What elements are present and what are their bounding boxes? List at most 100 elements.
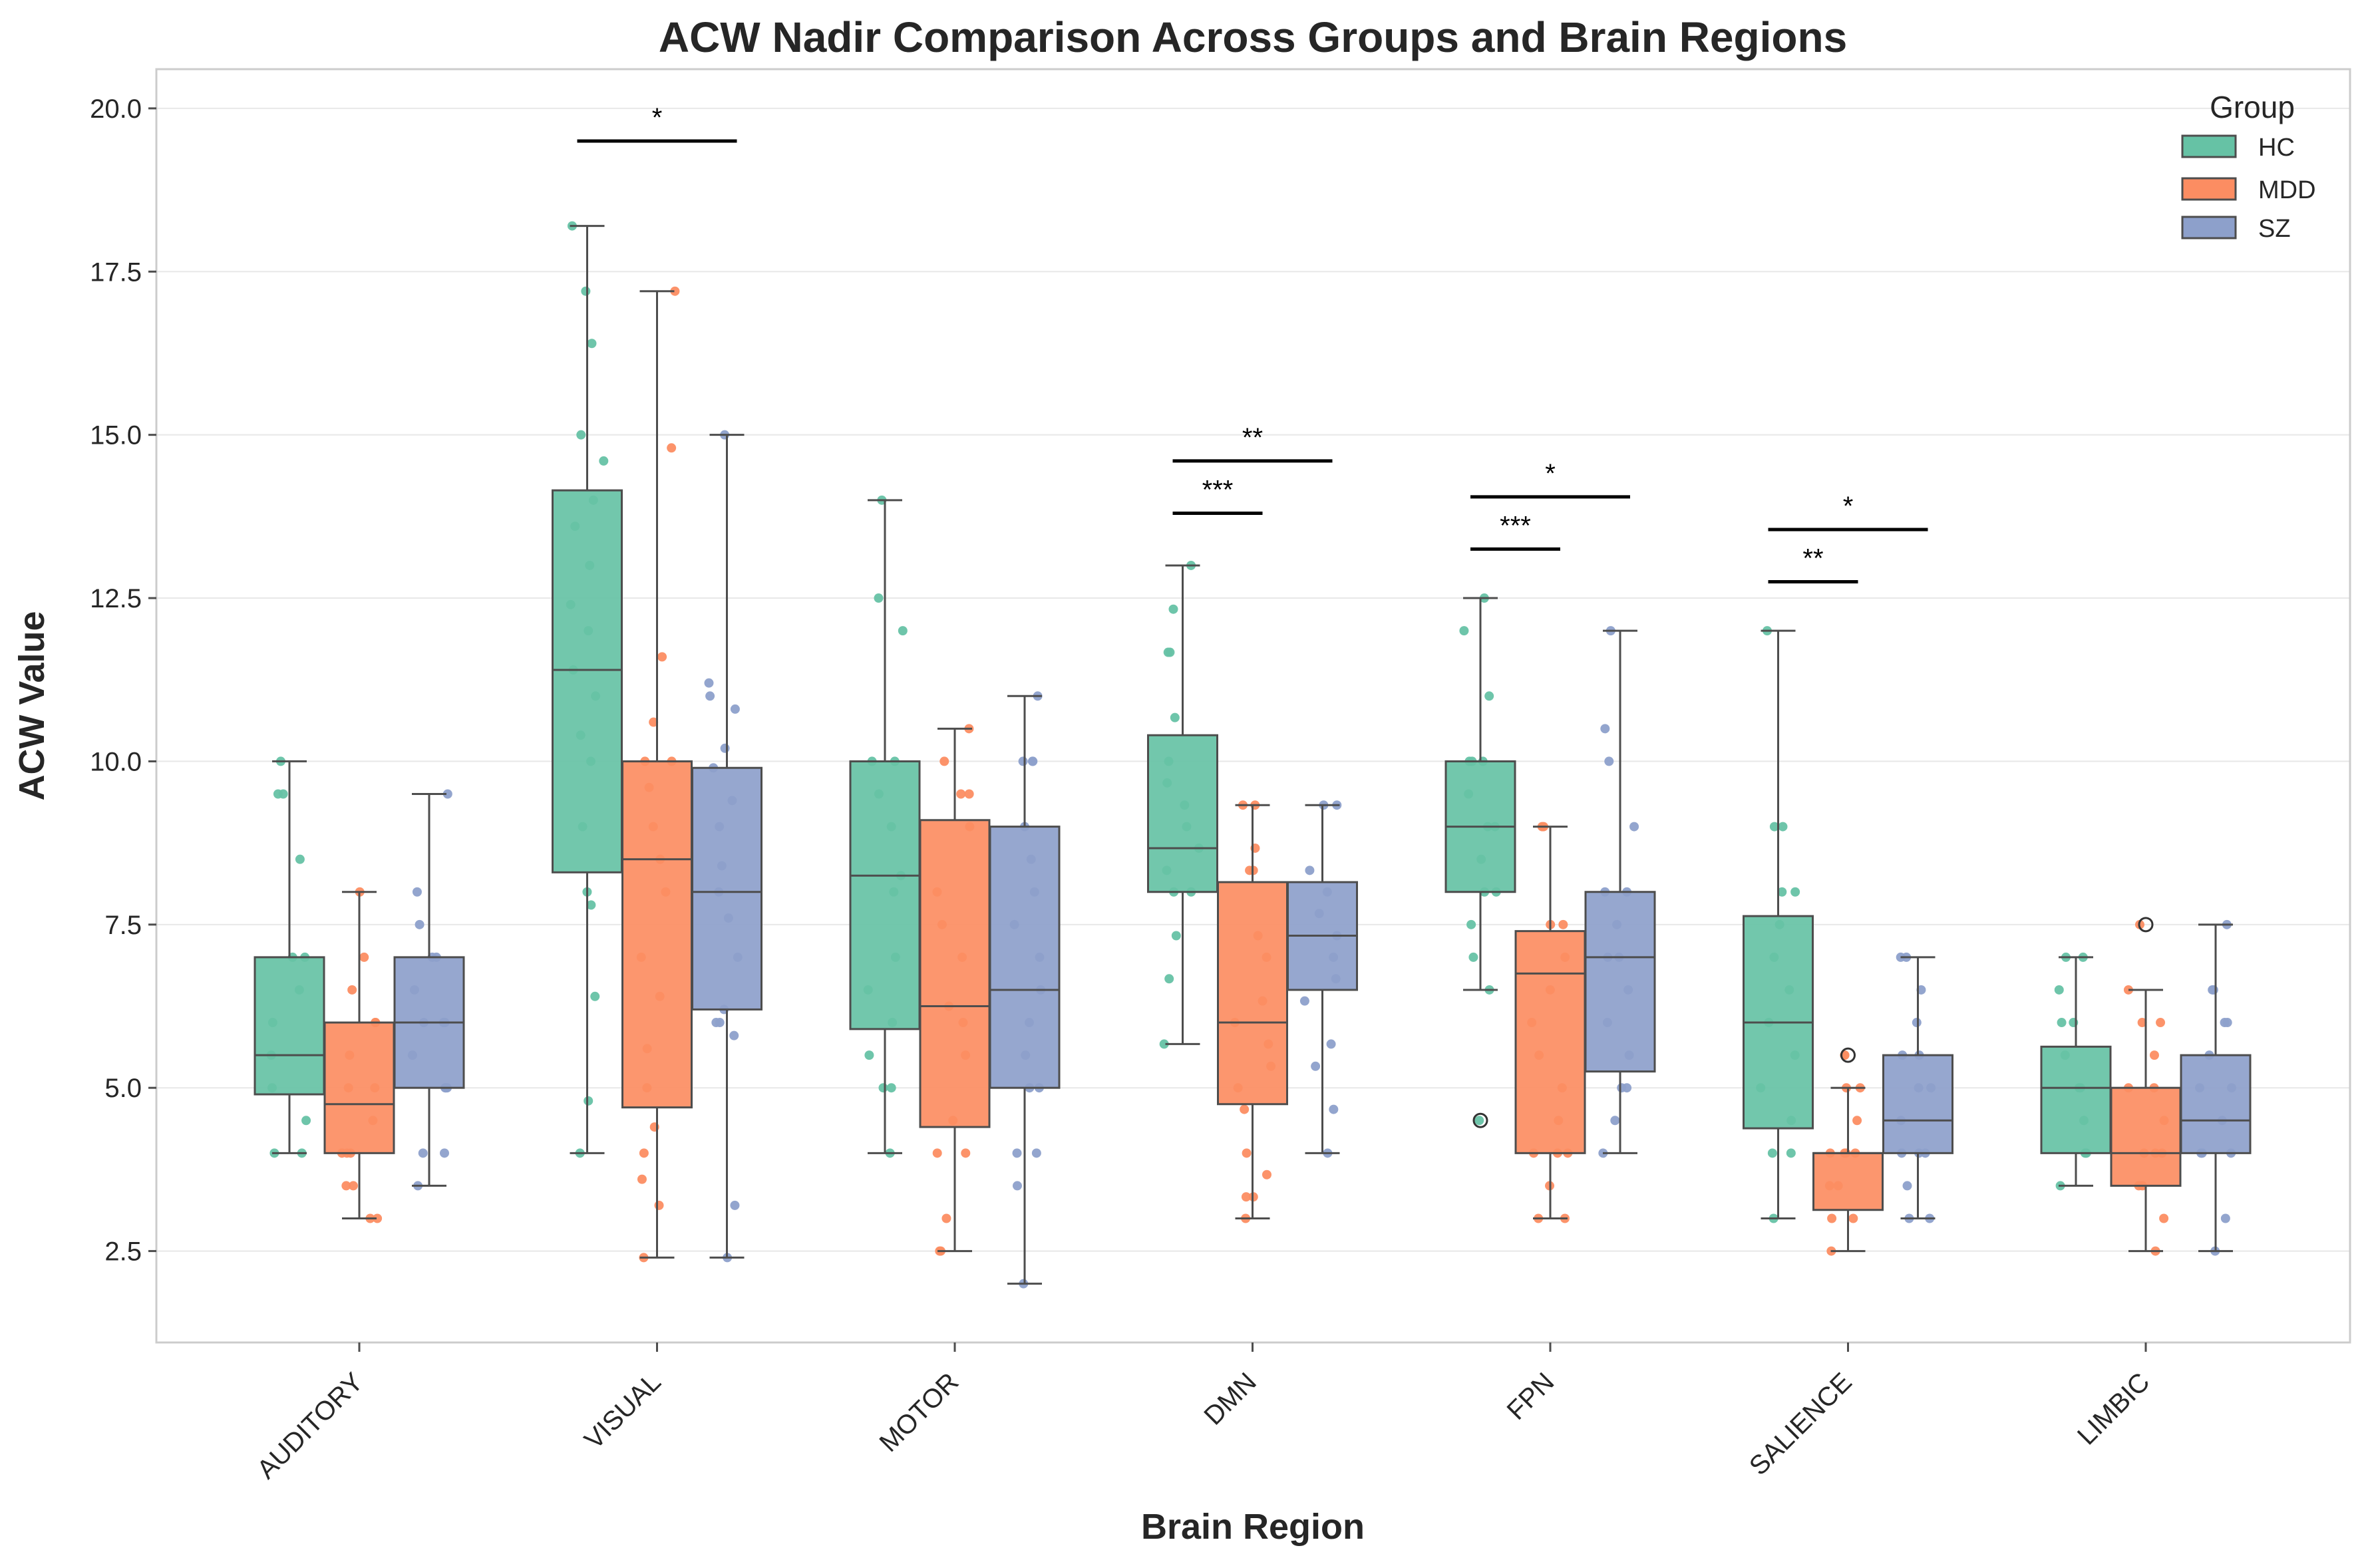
point-visual-sz [704,678,714,688]
point-auditory-hc [295,854,305,864]
box-body [849,760,921,1030]
box-fpn-sz [1584,629,1656,1154]
point-motor-sz [1012,1181,1022,1191]
y-tick-label: 15.0 [90,421,142,450]
point-motor-hc [864,1050,874,1060]
point-motor-sz [1028,756,1038,766]
point-auditory-mdd [359,952,369,962]
point-motor-mdd [939,756,949,766]
box-motor-sz [989,695,1061,1285]
point-visual-mdd [667,443,677,453]
point-visual-sz [720,743,730,753]
legend-swatch-hc [2181,134,2237,158]
box-auditory-sz [393,793,465,1187]
sig-label: *** [1202,475,1234,504]
box-salience-hc [1743,629,1814,1220]
point-motor-hc [878,1083,888,1093]
y-tick-label: 7.5 [104,911,142,940]
y-tick-label: 10.0 [90,747,142,776]
point-fpn-sz [1622,1083,1632,1093]
point-visual-sz [730,1200,740,1210]
box-fpn-hc [1444,597,1516,1128]
x-axis-label: Brain Region [1141,1507,1365,1547]
box-visual-mdd [621,290,693,1259]
point-visual-sz [705,691,715,701]
point-visual-hc [587,339,597,349]
point-dmn-hc [1163,647,1173,657]
box-body [2110,1086,2182,1187]
box-body [919,819,991,1128]
box-body [1514,930,1586,1154]
point-salience-hc [1786,1148,1796,1158]
point-auditory-mdd [341,1181,351,1191]
point-fpn-hc [1459,626,1469,636]
point-dmn-hc [1159,1039,1169,1049]
box-limbic-sz [2180,923,2252,1253]
point-limbic-hc [2057,1018,2067,1028]
point-auditory-sz [412,887,422,897]
point-fpn-sz [1629,822,1639,832]
legend-label-hc: HC [2258,134,2295,162]
sig-label: ** [1242,423,1263,452]
legend: Group HC MDD SZ [2181,90,2316,243]
box-body [323,1021,395,1154]
box-auditory-hc [254,760,325,1154]
point-motor-sz [1031,1148,1041,1158]
point-auditory-sz [415,919,424,929]
sig-label: *** [1500,511,1531,540]
point-visual-mdd [670,286,680,296]
point-auditory-sz [418,1148,428,1158]
point-dmn-hc [1171,931,1181,941]
point-motor-sz [1012,1148,1022,1158]
sig-dmn-hc-mdd: *** [1172,475,1263,515]
y-tick-label: 17.5 [90,257,142,287]
point-limbic-mdd [2156,1018,2166,1028]
point-visual-sz [730,704,740,714]
point-salience-mdd [1852,1116,1862,1126]
point-dmn-sz [1329,1104,1339,1114]
sig-label: * [1545,459,1556,488]
sig-salience-hc-mdd: ** [1768,544,1858,584]
point-auditory-hc [273,789,283,799]
box-body [552,489,623,873]
point-dmn-sz [1299,996,1309,1006]
point-motor-mdd [961,1148,971,1158]
point-fpn-sz [1604,756,1614,766]
legend-title: Group [2210,90,2295,124]
point-dmn-mdd [1241,1192,1251,1202]
chart-title: ACW Nadir Comparison Across Groups and B… [659,13,1847,61]
significance-annotations: ************* [577,103,1928,584]
point-visual-sz [715,1018,725,1028]
point-auditory-hc [301,1116,311,1126]
point-visual-mdd [649,717,659,727]
point-visual-mdd [639,1148,649,1158]
point-salience-hc [1767,1148,1777,1158]
box-body [2040,1045,2112,1154]
box-motor-mdd [919,727,991,1253]
sig-label: ** [1802,544,1823,573]
point-motor-mdd [956,789,966,799]
box-plots [254,225,2252,1285]
point-visual-sz [729,1030,739,1040]
box-body [989,826,1061,1089]
box-body [1812,1152,1884,1211]
point-auditory-mdd [348,1181,358,1191]
y-tick-label: 12.5 [90,584,142,613]
sig-salience-hc-sz: * [1768,492,1928,532]
point-visual-hc [590,991,600,1001]
point-salience-hc [1777,887,1787,897]
legend-label-mdd: MDD [2258,176,2316,204]
box-dmn-hc [1147,564,1218,1045]
point-visual-mdd [637,1174,647,1184]
sig-label: * [652,103,663,132]
point-dmn-mdd [1240,1104,1250,1114]
point-salience-hc [1778,822,1788,832]
point-fpn-hc [1474,1116,1484,1126]
box-salience-mdd [1812,1047,1884,1253]
box-auditory-mdd [323,891,395,1220]
box-dmn-sz [1287,804,1358,1154]
point-dmn-sz [1311,1061,1321,1071]
sig-fpn-hc-sz: * [1470,459,1630,499]
legend-label-sz: SZ [2258,215,2291,243]
